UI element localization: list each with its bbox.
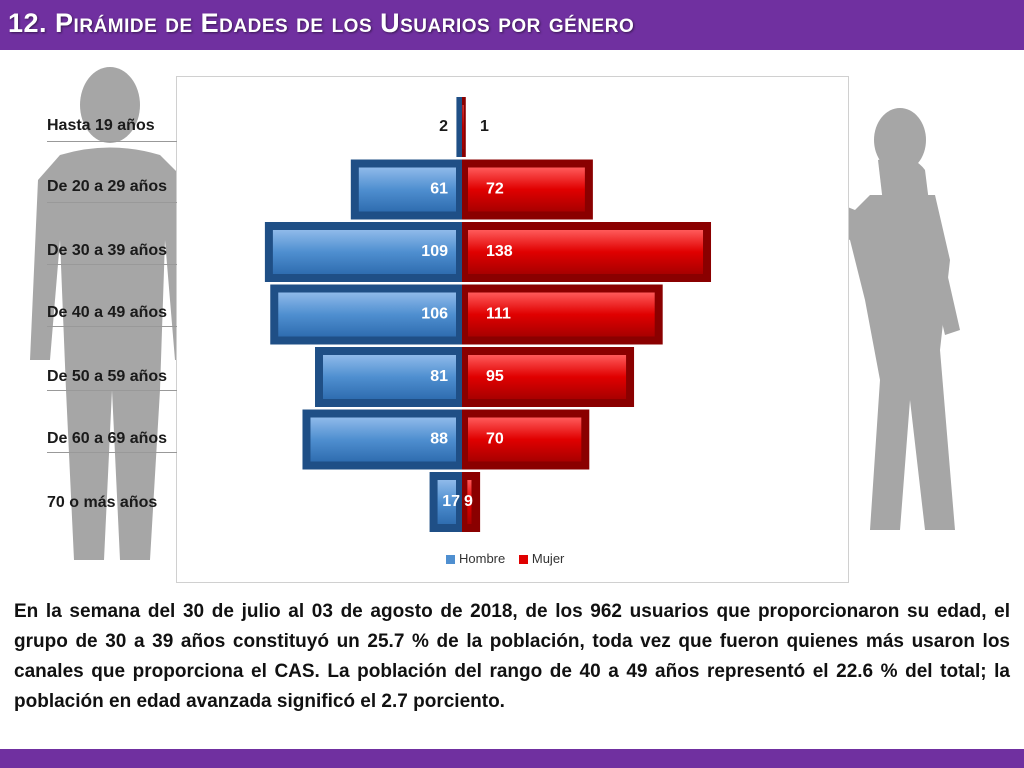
data-label-mujer: 1 (480, 118, 489, 135)
data-label-mujer: 95 (486, 368, 504, 385)
bar-mujer (468, 355, 627, 399)
legend-item-mujer: Mujer (518, 551, 565, 566)
bar-hombre (272, 230, 456, 274)
category-rule (47, 141, 177, 142)
data-label-hombre: 17 (442, 493, 460, 510)
bar-hombre (358, 167, 456, 212)
category-rule (47, 202, 177, 203)
bar-mujer (468, 230, 704, 274)
bar-hombre-frame (456, 97, 462, 157)
data-label-hombre: 2 (439, 118, 448, 135)
data-label-mujer: 72 (486, 181, 504, 198)
category-rule (47, 452, 177, 453)
category-rule (47, 264, 177, 265)
data-label-hombre: 109 (421, 243, 448, 260)
data-label-hombre: 61 (430, 181, 448, 198)
bar-mujer (468, 167, 585, 212)
legend-swatch-hombre (446, 555, 455, 565)
category-rule (47, 390, 177, 391)
bar-mujer-frame (462, 97, 466, 157)
legend-swatch-mujer (518, 555, 528, 565)
category-label: De 20 a 29 años (47, 178, 168, 195)
category-label: Hasta 19 años (47, 117, 155, 134)
bar-mujer (468, 292, 655, 337)
data-label-hombre: 106 (421, 306, 448, 323)
male-silhouette-icon (30, 67, 195, 560)
data-label-hombre: 81 (430, 368, 448, 385)
data-label-mujer: 9 (464, 493, 473, 510)
bar-hombre (310, 417, 456, 462)
category-label: 70 o más años (47, 494, 158, 511)
title-bar: 12. Pirámide de Edades de los Usuarios p… (0, 0, 1024, 50)
female-silhouette-icon (765, 108, 960, 530)
bar-mujer (468, 417, 582, 462)
category-rule (47, 326, 177, 327)
data-label-mujer: 138 (486, 243, 513, 260)
page-title: 12. Pirámide de Edades de los Usuarios p… (8, 8, 635, 38)
legend-label: Hombre (459, 551, 506, 566)
data-label-mujer: 70 (486, 431, 504, 448)
chart-legend: Hombre Mujer (446, 551, 574, 566)
category-label: De 60 a 69 años (47, 430, 168, 447)
pyramid-chart: 2 1 61 72 109 138 106 111 81 95 88 70 17 9 (264, 97, 712, 532)
bar-mujer (467, 480, 472, 524)
bar-mujer (462, 105, 464, 149)
bar-hombre (323, 355, 456, 399)
legend-item-hombre: Hombre (446, 551, 505, 566)
category-label: De 50 a 59 años (47, 368, 168, 385)
summary-paragraph: En la semana del 30 de julio al 03 de ag… (14, 601, 1010, 712)
bottom-bar (0, 749, 1024, 768)
category-label: De 40 a 49 años (47, 304, 168, 321)
bar-hombre (278, 292, 456, 337)
data-label-mujer: 111 (486, 306, 511, 323)
bar-hombre (437, 480, 456, 524)
data-label-hombre: 88 (430, 431, 448, 448)
legend-label: Mujer (531, 551, 565, 566)
category-label: De 30 a 39 años (47, 242, 168, 259)
